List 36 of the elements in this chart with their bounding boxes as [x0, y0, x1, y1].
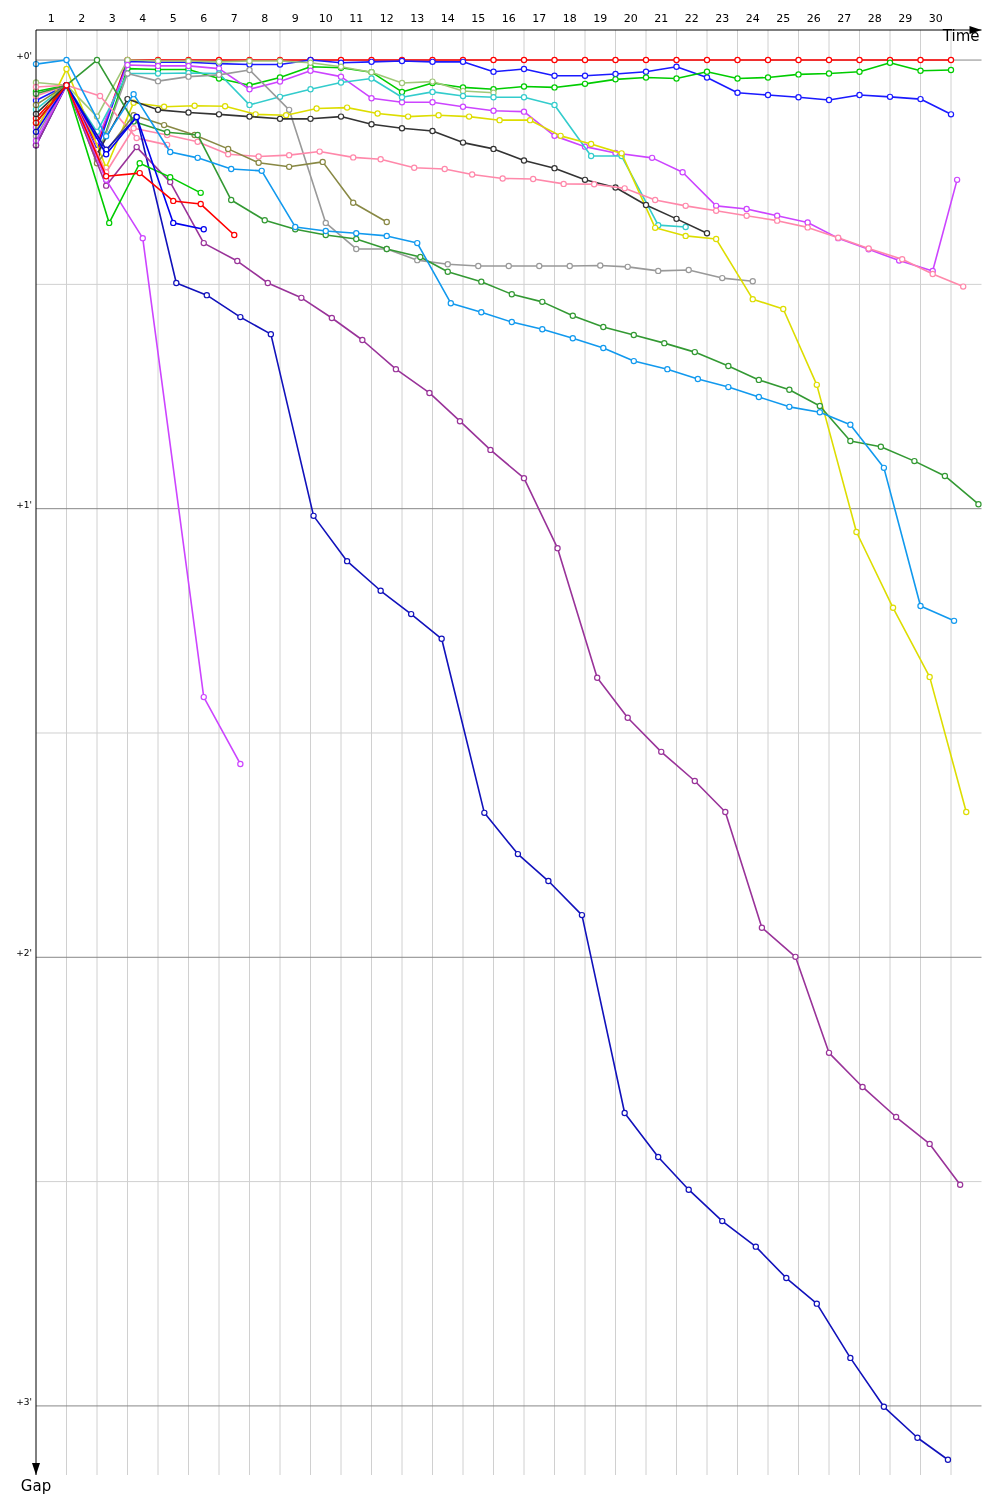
x-tick-label: 27 [837, 12, 852, 25]
x-tick-label: 8 [261, 12, 269, 25]
x-tick-label: 30 [928, 12, 943, 25]
x-tick-label: 2 [78, 12, 86, 25]
x-tick-label: 5 [169, 12, 177, 25]
x-tick-label: 13 [410, 12, 425, 25]
x-tick-label: 19 [593, 12, 608, 25]
x-axis-title: Time [941, 27, 980, 45]
x-tick-label: 26 [806, 12, 821, 25]
x-tick-label: 18 [562, 12, 577, 25]
y-tick-label: +0' [16, 51, 32, 62]
x-tick-label: 20 [623, 12, 638, 25]
x-tick-label: 17 [532, 12, 547, 25]
x-tick-label: 3 [108, 12, 116, 25]
x-tick-label: 21 [654, 12, 669, 25]
x-tick-label: 22 [684, 12, 699, 25]
x-tick-label: 9 [291, 12, 299, 25]
x-tick-label: 16 [501, 12, 516, 25]
x-tick-label: 15 [471, 12, 486, 25]
x-tick-label: 7 [230, 12, 238, 25]
x-tick-label: 11 [349, 12, 364, 25]
x-tick-label: 12 [379, 12, 394, 25]
x-tick-label: 28 [867, 12, 882, 25]
x-tick-label: 24 [745, 12, 760, 25]
y-tick-label: +2' [16, 948, 32, 959]
x-tick-label: 1 [47, 12, 55, 25]
x-tick-label: 25 [776, 12, 791, 25]
x-tick-label: 4 [139, 12, 147, 25]
y-tick-label: +3' [16, 1396, 32, 1407]
y-tick-label: +1' [16, 499, 32, 510]
x-tick-label: 14 [440, 12, 455, 25]
x-tick-label: 10 [318, 12, 333, 25]
x-tick-label: 29 [898, 12, 913, 25]
y-axis-title: Gap [20, 1477, 52, 1495]
x-tick-label: 23 [715, 12, 730, 25]
x-tick-label: 6 [200, 12, 208, 25]
